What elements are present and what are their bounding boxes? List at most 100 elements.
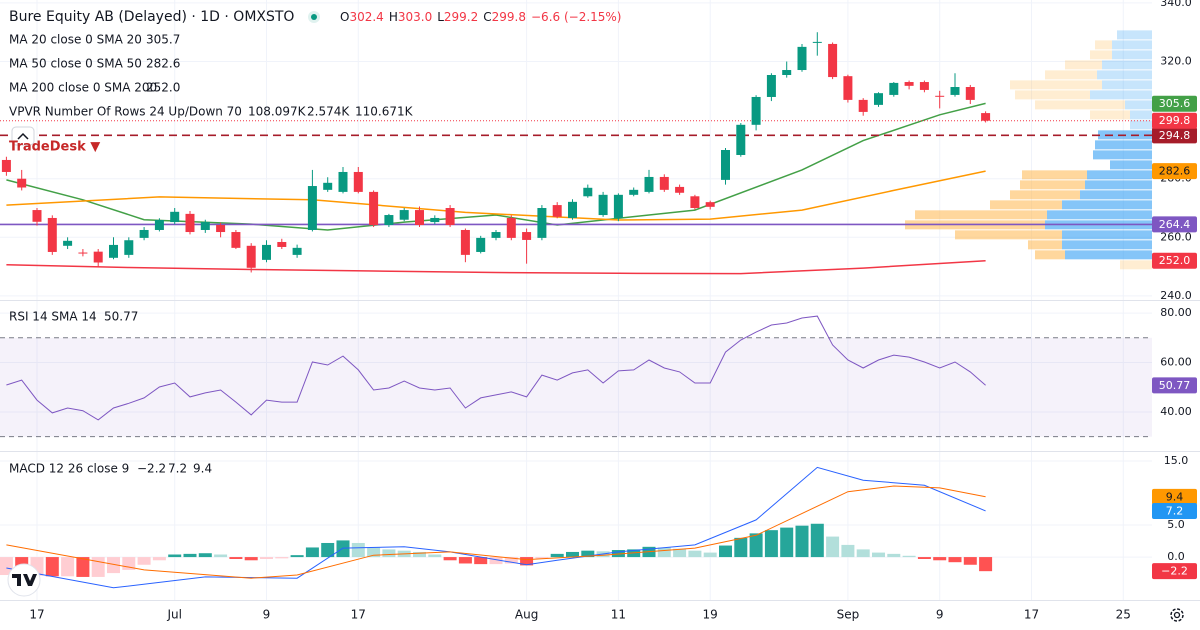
collapse-button[interactable]	[11, 126, 35, 146]
x-tick-label: 9	[263, 608, 271, 622]
histogram-bar	[657, 547, 671, 558]
profile-down	[1022, 170, 1087, 180]
x-tick-label: 19	[703, 608, 718, 622]
candle-body	[369, 191, 379, 225]
tv-logo	[7, 563, 41, 597]
profile-down	[915, 210, 1047, 220]
axis-badge-label: 264.4	[1159, 218, 1191, 231]
axis-badge	[1152, 502, 1197, 519]
candle-body	[919, 82, 929, 90]
logo-circle	[7, 563, 41, 597]
histogram-bar	[979, 557, 993, 572]
y-tick-label: 80.00	[1160, 306, 1192, 319]
histogram-bar	[428, 554, 442, 558]
candle-body	[185, 213, 195, 233]
profile-up	[1117, 30, 1152, 40]
histogram-bar	[229, 557, 243, 559]
candle-body	[858, 99, 868, 112]
legend-value: −2.2	[137, 462, 166, 476]
histogram-bar	[107, 557, 120, 574]
profile-down	[1090, 110, 1130, 120]
candle-body	[323, 182, 333, 190]
candle-body	[721, 150, 730, 180]
candle-body	[139, 229, 149, 238]
y-tick-label: 0.0	[1167, 550, 1185, 563]
candle-body	[216, 225, 226, 233]
candle-body	[950, 87, 960, 95]
profile-up	[1065, 250, 1152, 260]
profile-up	[1102, 60, 1152, 70]
candle-body	[445, 208, 455, 225]
candle-body	[736, 124, 746, 155]
gear-inner	[1173, 611, 1181, 619]
ohlc-value: 299.8	[492, 10, 526, 24]
profile-down	[1065, 60, 1102, 70]
histogram-bar	[795, 525, 809, 558]
x-tick-label: 9	[936, 608, 944, 622]
histogram-bar	[933, 557, 947, 561]
candle-body	[568, 201, 577, 218]
legend-entry: MA 20 close 0 SMA 20	[9, 33, 142, 47]
histogram-bar	[841, 544, 855, 558]
candle-body	[583, 187, 593, 197]
histogram-bar	[688, 550, 702, 558]
candle-body	[307, 186, 317, 230]
profile-up	[1130, 120, 1152, 130]
profile-up	[1110, 160, 1152, 170]
candle-body	[843, 76, 853, 100]
legend-entry: VPVR Number Of Rows 24 Up/Down 70	[9, 105, 242, 119]
histogram-bar	[183, 553, 197, 558]
histogram-bar	[275, 557, 289, 559]
x-tick-label: 17	[1024, 608, 1039, 622]
legend-value: 50.77	[104, 310, 138, 324]
candle-body	[598, 194, 608, 216]
profile-up	[1085, 180, 1152, 190]
profile-down	[1010, 80, 1102, 90]
histogram-bar	[703, 552, 717, 558]
candle-body	[629, 189, 639, 195]
candle-body	[935, 95, 945, 97]
profile-down	[990, 200, 1062, 210]
legend-value: 282.6	[146, 57, 180, 71]
histogram-bar	[902, 555, 916, 558]
histogram-bar	[0, 557, 13, 576]
profile-up	[1047, 210, 1152, 220]
histogram-bar	[168, 554, 182, 558]
y-tick-label: 260.0	[1160, 230, 1192, 243]
legend-value: 7.2	[168, 462, 187, 476]
candle-body	[124, 240, 134, 255]
histogram-bar	[917, 557, 931, 559]
settings-icon[interactable]	[1170, 608, 1184, 622]
histogram-bar	[520, 557, 534, 566]
candle-body	[200, 222, 210, 230]
histogram-bar	[367, 547, 381, 558]
profile-down	[1120, 260, 1152, 270]
ohlc-key: H	[389, 10, 398, 24]
histogram-bar	[719, 545, 732, 558]
axis-badge-label: 305.6	[1159, 97, 1191, 110]
ohlc-legend: O302.4 H303.0 L299.2 C299.8 −6.6 (−2.15%)	[340, 10, 622, 24]
candle-body	[522, 232, 532, 240]
y-tick-label: 5.0	[1167, 518, 1185, 531]
profile-down	[1045, 70, 1097, 80]
profile-up	[1095, 140, 1152, 150]
candle-body	[981, 113, 991, 121]
candle-body	[537, 208, 547, 238]
axis-badge	[1152, 95, 1197, 112]
profile-down	[1035, 100, 1125, 110]
line-series	[6, 259, 986, 275]
ohlc-value: 303.0	[398, 10, 432, 24]
chevron-icon	[17, 132, 29, 140]
profile-down	[1020, 180, 1085, 190]
candle-body	[109, 244, 118, 258]
axis-badge-label: 7.2	[1166, 504, 1184, 517]
histogram-bar	[550, 553, 564, 558]
x-tick-label: 17	[29, 608, 44, 622]
profile-down	[1015, 90, 1090, 100]
candle-body	[965, 87, 975, 100]
histogram-bar	[382, 549, 396, 558]
axis-badge	[1152, 563, 1197, 580]
profile-up	[1080, 190, 1152, 200]
histogram-bar	[198, 553, 212, 558]
candle-body	[399, 210, 409, 220]
